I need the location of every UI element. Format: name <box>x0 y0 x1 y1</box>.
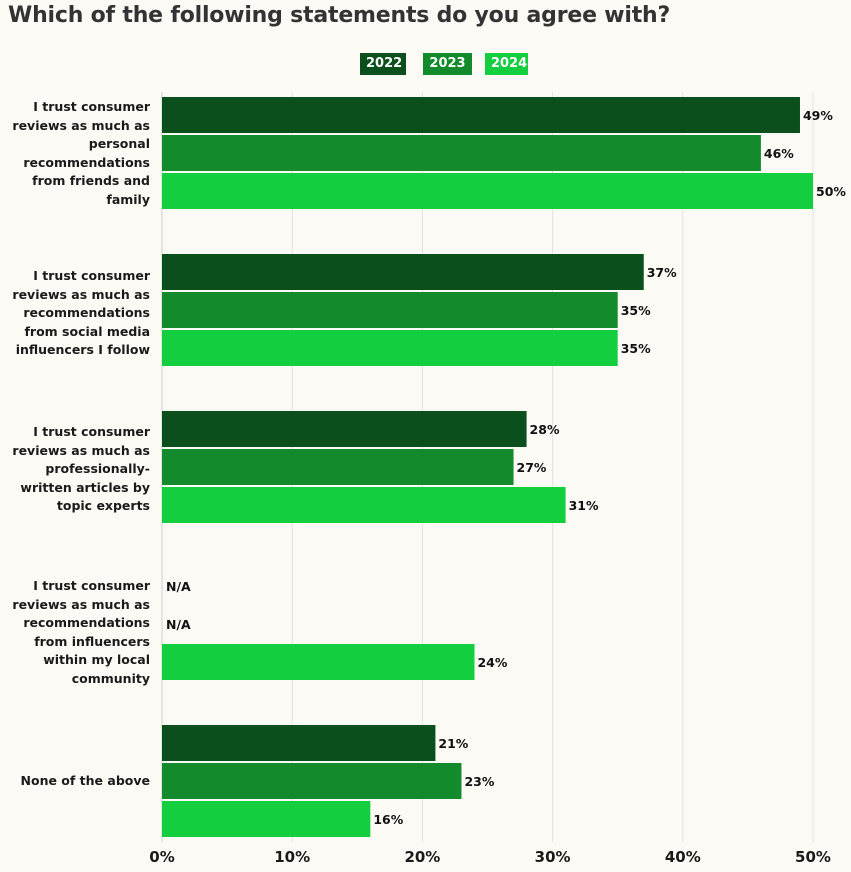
bar <box>162 254 644 290</box>
data-label: 50% <box>816 184 846 199</box>
x-tick-label: 20% <box>404 848 440 866</box>
data-label: 27% <box>517 460 547 475</box>
data-label: 37% <box>647 265 677 280</box>
data-label: 24% <box>477 655 507 670</box>
x-tick-label: 40% <box>665 848 701 866</box>
legend-item: 2022 <box>360 53 406 75</box>
data-label: 49% <box>803 108 833 123</box>
data-label: 31% <box>569 498 599 513</box>
bar <box>162 644 475 680</box>
category-label: I trust consumer reviews as much as person… <box>12 99 150 207</box>
legend-item: 2024 <box>485 53 528 75</box>
legend: 2022 2023 2024 <box>0 53 851 77</box>
bar <box>162 330 618 366</box>
x-tick-label: 10% <box>274 848 310 866</box>
bar <box>162 173 813 209</box>
bar <box>162 763 462 799</box>
bar <box>162 487 566 523</box>
category-label: I trust consumer reviews as much as recomm… <box>12 268 150 357</box>
data-label: N/A <box>166 579 191 594</box>
data-label: 23% <box>464 774 494 789</box>
category-label: None of the above <box>20 773 150 788</box>
data-label: 46% <box>764 146 794 161</box>
bar <box>162 292 618 328</box>
x-tick-label: 30% <box>535 848 571 866</box>
category-label: I trust consumer reviews as much as recomm… <box>12 578 150 686</box>
chart-title: Which of the following statements do you… <box>8 3 671 28</box>
bar <box>162 801 371 837</box>
category-label: I trust consumer reviews as much as profes… <box>12 424 150 513</box>
x-tick-label: 0% <box>149 848 174 866</box>
data-label: N/A <box>166 617 191 632</box>
data-label: 35% <box>621 341 651 356</box>
data-label: 35% <box>621 303 651 318</box>
data-label: 28% <box>530 422 560 437</box>
data-label: 16% <box>373 812 403 827</box>
data-label: 21% <box>438 736 468 751</box>
bar <box>162 135 761 171</box>
bar <box>162 725 436 761</box>
legend-item: 2023 <box>423 53 472 75</box>
bar <box>162 411 527 447</box>
x-tick-label: 50% <box>795 848 831 866</box>
bar <box>162 97 800 133</box>
bar <box>162 449 514 485</box>
